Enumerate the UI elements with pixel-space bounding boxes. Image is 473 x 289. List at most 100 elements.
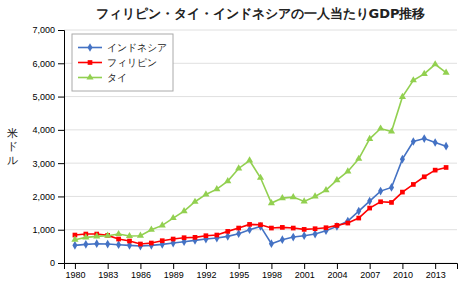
x-tick-label: 1980 xyxy=(65,270,85,280)
series-point xyxy=(378,187,383,196)
series-point xyxy=(149,241,154,250)
y-tick: 6,000 xyxy=(32,59,64,69)
series-point xyxy=(411,182,416,187)
x-tick: 2004 xyxy=(327,263,347,280)
grid-line xyxy=(64,129,457,130)
legend-marker xyxy=(86,73,93,79)
series-point xyxy=(399,93,406,99)
x-tick: 2007 xyxy=(360,263,380,280)
x-tick: 1998 xyxy=(262,263,282,280)
series-point xyxy=(193,235,198,240)
series-point xyxy=(302,227,307,232)
legend-item: フィリピン xyxy=(78,57,157,68)
x-tick-mark xyxy=(304,263,305,269)
series-point xyxy=(202,190,209,196)
y-tick-label: 4,000 xyxy=(32,125,55,135)
series-point xyxy=(312,192,319,198)
x-tick-mark xyxy=(173,263,174,269)
y-axis: 01,0002,0003,0004,0005,0006,0007,000 xyxy=(32,25,64,268)
x-tick: 2013 xyxy=(426,263,446,280)
legend-marker xyxy=(88,60,93,65)
x-axis-line xyxy=(65,264,458,270)
x-tick-mark xyxy=(140,263,141,269)
series-point xyxy=(367,206,372,211)
series xyxy=(72,134,448,250)
legend-item: タイ xyxy=(78,72,127,83)
series-point xyxy=(236,229,241,238)
series-point xyxy=(214,234,219,243)
y-tick: 3,000 xyxy=(32,159,64,169)
x-tick-mark xyxy=(271,263,272,269)
y-tick: 7,000 xyxy=(32,25,64,35)
series-point xyxy=(444,165,449,170)
series-line xyxy=(75,167,446,244)
series-point xyxy=(323,226,328,235)
y-tick-mark xyxy=(58,230,64,231)
series-point xyxy=(290,193,297,199)
series-line xyxy=(75,139,446,247)
series-point xyxy=(192,236,197,245)
series-point xyxy=(82,233,89,239)
x-tick-mark xyxy=(370,263,371,269)
series-point xyxy=(322,186,329,192)
x-tick: 1986 xyxy=(131,263,151,280)
series-point xyxy=(171,237,176,242)
y-tick-mark xyxy=(58,163,64,164)
x-tick-mark xyxy=(402,263,403,269)
series-point xyxy=(138,242,143,247)
series-point xyxy=(269,239,274,248)
y-axis-title-char: ル xyxy=(7,154,18,167)
x-axis: 1980198319861989199219951998200120042007… xyxy=(65,263,458,280)
legend-label: タイ xyxy=(107,72,127,83)
y-tick-mark xyxy=(58,263,64,264)
series-point xyxy=(115,230,122,236)
x-tick-label: 1983 xyxy=(98,270,118,280)
series-point xyxy=(432,60,439,66)
grid-line xyxy=(64,30,457,31)
x-tick-label: 2001 xyxy=(295,270,315,280)
y-tick: 2,000 xyxy=(32,192,64,202)
chart-svg: フィリピン・タイ・インドネシアの一人当たりGDP推移19801983198619… xyxy=(0,0,473,289)
series-point xyxy=(313,226,318,231)
series-point xyxy=(258,222,263,227)
series-point xyxy=(224,177,231,183)
series-point xyxy=(334,222,339,231)
series-point xyxy=(444,142,449,151)
series-point xyxy=(291,233,296,242)
x-tick: 2010 xyxy=(393,263,413,280)
series-point xyxy=(302,231,307,240)
series-point xyxy=(204,233,209,238)
series-point xyxy=(170,214,177,220)
x-tick-mark xyxy=(435,263,436,269)
series-point xyxy=(389,183,394,192)
legend-box xyxy=(72,34,173,91)
series-point xyxy=(181,207,188,213)
series-point xyxy=(104,232,111,238)
y-tick: 0 xyxy=(50,258,64,268)
x-tick-label: 2010 xyxy=(393,270,413,280)
series-point xyxy=(422,174,427,179)
plot-area: 1980198319861989199219951998200120042007… xyxy=(7,25,458,280)
series-point xyxy=(258,222,263,231)
y-tick-label: 7,000 xyxy=(32,25,55,35)
y-tick-label: 0 xyxy=(50,258,55,268)
series-point xyxy=(421,70,428,76)
series-point xyxy=(355,155,362,161)
series-point xyxy=(433,168,438,173)
legend-marker xyxy=(87,43,92,52)
series-point xyxy=(246,156,253,162)
series-point xyxy=(94,239,99,248)
series-point xyxy=(279,194,286,200)
series xyxy=(73,165,449,246)
series-point xyxy=(400,155,405,164)
series-point xyxy=(116,237,121,242)
series-point xyxy=(389,200,394,205)
series-point xyxy=(333,176,340,182)
y-tick-mark xyxy=(58,130,64,131)
series-point xyxy=(388,127,395,133)
x-tick: 1989 xyxy=(164,263,184,280)
y-tick: 1,000 xyxy=(32,225,64,235)
series-point xyxy=(433,138,438,147)
series-point xyxy=(83,240,88,249)
y-tick-mark xyxy=(58,30,64,31)
